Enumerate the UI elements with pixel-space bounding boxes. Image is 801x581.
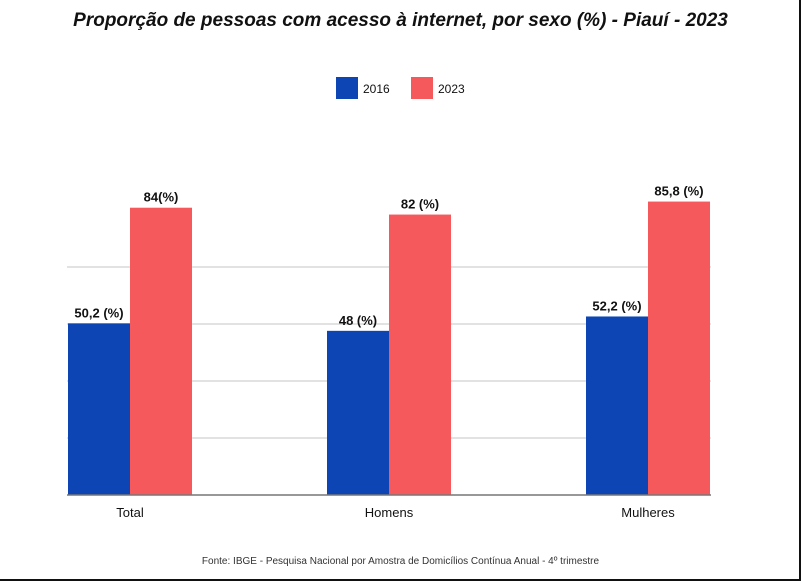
x-tick-label: Total — [116, 505, 144, 520]
bar-2023-homens — [389, 214, 451, 495]
data-label: 52,2 (%) — [592, 298, 641, 313]
bar-2016-mulheres — [586, 316, 648, 495]
legend-label-2023: 2023 — [438, 82, 465, 96]
chart-title: Proporção de pessoas com acesso à intern… — [73, 10, 728, 31]
bar-2016-homens — [327, 330, 389, 495]
source-footnote: Fonte: IBGE - Pesquisa Nacional por Amos… — [201, 556, 600, 567]
data-label: 48 (%) — [339, 313, 377, 328]
data-label: 84(%) — [144, 190, 179, 205]
data-label: 50,2 (%) — [74, 305, 123, 320]
legend-swatch-2016 — [336, 77, 358, 99]
bar-2016-total — [68, 323, 130, 495]
bar-2023-mulheres — [648, 201, 710, 495]
x-tick-label: Homens — [365, 505, 414, 520]
legend-swatch-2023 — [411, 77, 433, 99]
legend-label-2016: 2016 — [363, 82, 390, 96]
data-label: 82 (%) — [401, 197, 439, 212]
x-tick-label: Mulheres — [621, 505, 675, 520]
bar-2023-total — [130, 207, 192, 495]
data-label: 85,8 (%) — [654, 184, 703, 199]
